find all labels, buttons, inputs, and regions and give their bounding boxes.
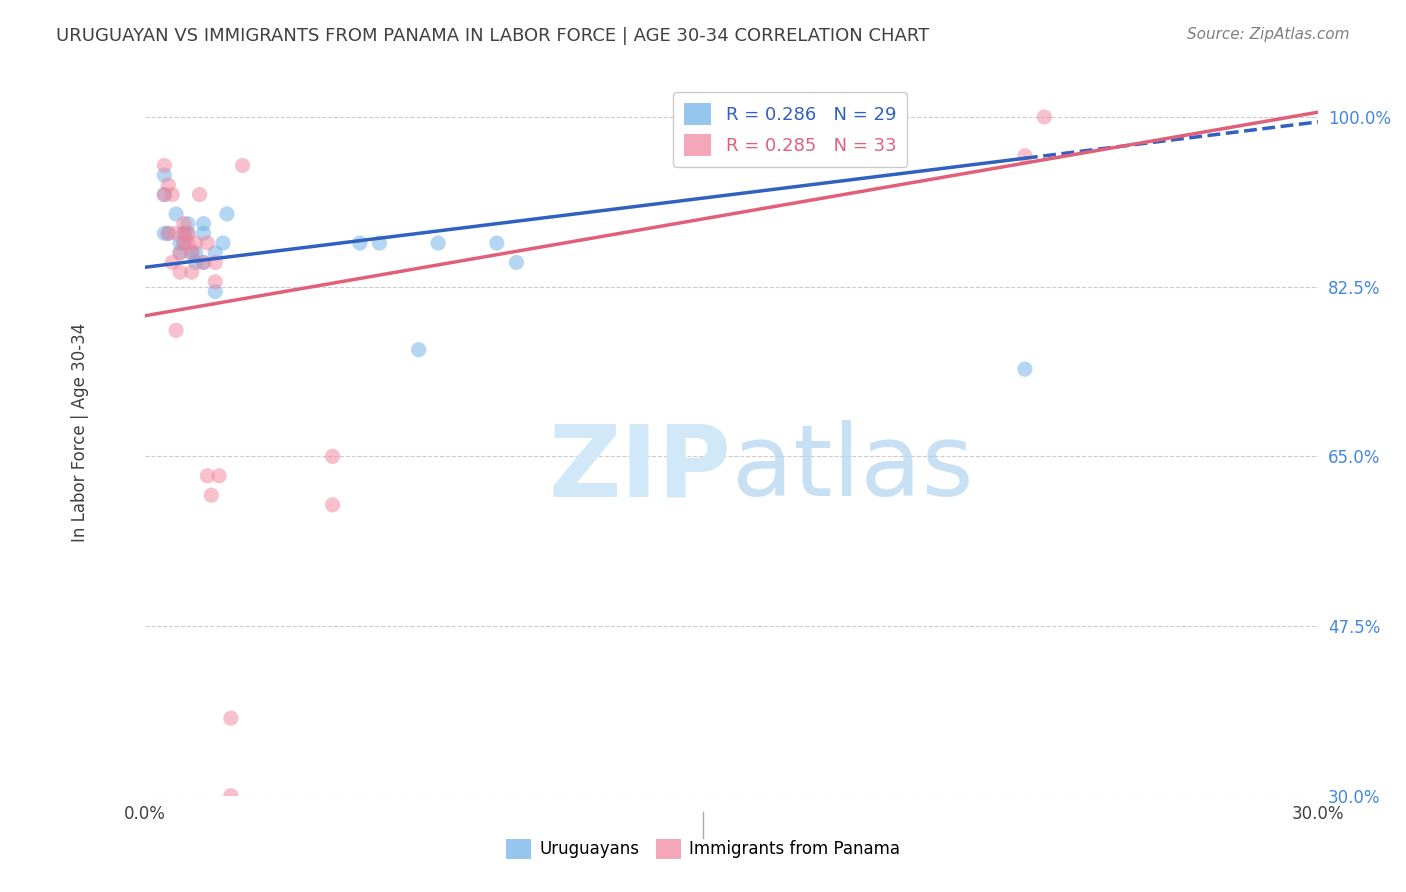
Point (157, 227, 180, 241)
Point (212, 235, 235, 250)
Point (177, 227, 200, 241)
Point (160, 255, 183, 269)
Point (173, 227, 195, 241)
Point (858, 149, 880, 163)
Point (184, 255, 207, 269)
Point (193, 217, 215, 231)
Point (208, 468, 231, 483)
Point (169, 265, 191, 279)
Text: Source: ZipAtlas.com: Source: ZipAtlas.com (1187, 27, 1350, 42)
Point (173, 227, 195, 241)
Point (173, 217, 195, 231)
Point (505, 255, 527, 269)
Point (200, 488, 222, 502)
Point (427, 235, 450, 250)
Point (204, 275, 226, 289)
Point (219, 789, 242, 803)
Point (180, 265, 202, 279)
Point (485, 235, 508, 250)
Point (184, 245, 207, 260)
Point (177, 217, 200, 231)
Point (193, 255, 215, 269)
Point (177, 227, 200, 241)
Point (173, 235, 195, 250)
Point (204, 255, 226, 269)
Point (165, 207, 187, 221)
Point (184, 235, 207, 250)
Point (219, 711, 242, 725)
Point (349, 235, 371, 250)
Legend: R = 0.286   N = 29, R = 0.285   N = 33: R = 0.286 N = 29, R = 0.285 N = 33 (673, 92, 907, 167)
Point (408, 343, 430, 357)
Point (232, 159, 254, 173)
Point (173, 235, 195, 250)
Point (204, 285, 226, 299)
Y-axis label: In Labor Force | Age 30-34: In Labor Force | Age 30-34 (72, 323, 89, 541)
Point (180, 245, 202, 260)
Point (195, 468, 218, 483)
Point (153, 187, 176, 202)
Point (180, 245, 202, 260)
Point (177, 235, 200, 250)
Point (195, 235, 218, 250)
Point (322, 450, 344, 464)
Point (1014, 149, 1036, 163)
Point (215, 207, 238, 221)
Point (165, 323, 187, 337)
Point (193, 227, 215, 241)
Point (1033, 110, 1056, 124)
Point (188, 187, 211, 202)
Point (153, 159, 176, 173)
Point (322, 498, 344, 512)
Point (157, 178, 180, 192)
Point (153, 168, 176, 182)
Text: URUGUAYAN VS IMMIGRANTS FROM PANAMA IN LABOR FORCE | AGE 30-34 CORRELATION CHART: URUGUAYAN VS IMMIGRANTS FROM PANAMA IN L… (56, 27, 929, 45)
Point (153, 187, 176, 202)
Point (169, 245, 191, 260)
Point (1014, 362, 1036, 376)
Point (165, 227, 187, 241)
Text: ZIP: ZIP (548, 420, 731, 517)
Point (160, 187, 183, 202)
Point (169, 235, 191, 250)
Text: atlas: atlas (731, 420, 973, 517)
Point (153, 227, 176, 241)
Point (157, 227, 180, 241)
Point (169, 245, 191, 260)
Point (193, 255, 215, 269)
Point (204, 245, 226, 260)
Legend: Uruguayans, Immigrants from Panama: Uruguayans, Immigrants from Panama (499, 832, 907, 866)
Point (368, 235, 391, 250)
